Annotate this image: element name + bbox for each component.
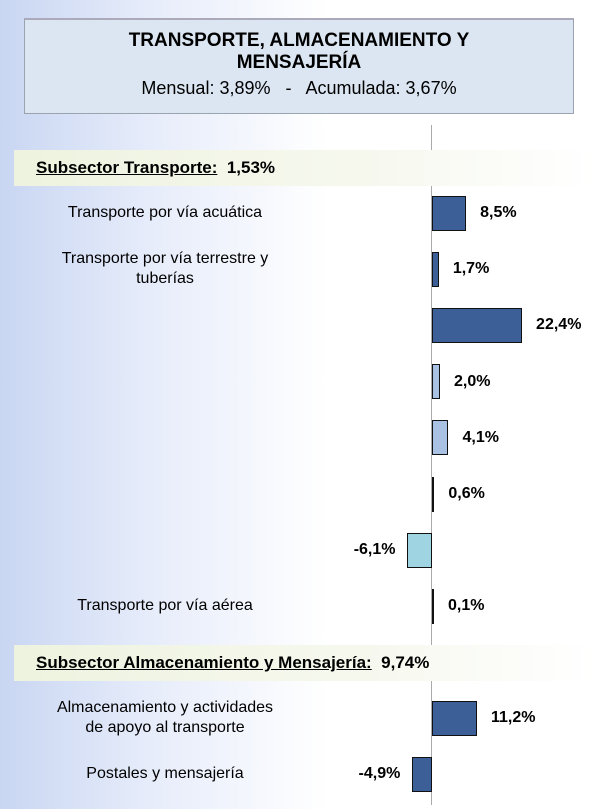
bar: [432, 195, 467, 231]
category-label: Transporte por vía aérea: [77, 597, 253, 615]
category-label: Almacenamiento y actividades de apoyo al…: [56, 699, 274, 736]
bar: [432, 420, 449, 456]
category-label: Transporte por vía acuática: [67, 204, 263, 221]
value-label: 8,5%: [480, 204, 517, 221]
section-name: Subsector Almacenamiento y Mensajería:: [36, 653, 372, 672]
bar: [412, 756, 432, 792]
value-label: 2,0%: [454, 372, 491, 390]
category-label: Transporte por vía terrestre y tuberías: [61, 250, 269, 288]
bar: [432, 588, 434, 624]
value-label: 1,7%: [452, 260, 490, 278]
value-label: -6,1%: [353, 541, 396, 559]
bar: [432, 476, 435, 512]
value-label: -4,9%: [358, 765, 401, 783]
bar: [432, 700, 478, 736]
value-label: 22,4%: [536, 316, 582, 334]
section-total: 1,53%: [226, 158, 276, 177]
section-name: Subsector Transporte:: [36, 158, 218, 177]
chart-subtitle: Mensual: 3,89% - Acumulada: 3,67%: [141, 78, 457, 98]
value-label: 11,2%: [491, 709, 536, 726]
section-header: Subsector Almacenamiento y Mensajería: 9…: [14, 645, 595, 681]
section-total: 9,74%: [381, 653, 430, 672]
category-label: Postales y mensajería: [86, 765, 244, 783]
zero-axis: [431, 125, 432, 805]
bar: [432, 364, 441, 400]
value-label: 0,6%: [448, 485, 485, 502]
value-label: 4,1%: [462, 428, 499, 446]
section-header: Subsector Transporte: 1,53%: [14, 150, 595, 186]
chart-title: TRANSPORTE, ALMACENAMIENTO Y MENSAJERÍA: [128, 30, 470, 73]
bar: [432, 251, 439, 287]
bar: [432, 307, 523, 343]
bar: [407, 532, 432, 568]
header: TRANSPORTE, ALMACENAMIENTO Y MENSAJERÍA …: [24, 18, 574, 114]
value-label: 0,1%: [448, 597, 485, 615]
